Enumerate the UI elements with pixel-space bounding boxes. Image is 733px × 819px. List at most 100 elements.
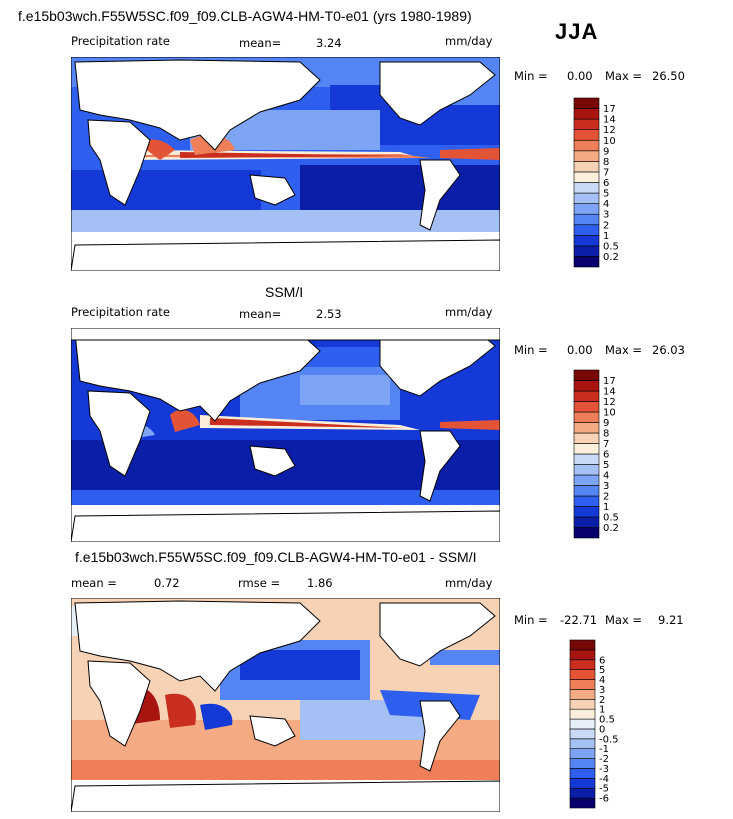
colorbar-tick-label: 0.5 [603, 241, 619, 252]
panel3-units: mm/day [445, 576, 493, 590]
colorbar-tick-label: 2 [603, 220, 609, 231]
colorbar-tick-label: 0.2 [603, 252, 619, 263]
colorbar-box [569, 728, 596, 740]
colorbar-box [569, 639, 596, 651]
panel3-title: f.e15b03wch.F55W5SC.f09_f09.CLB-AGW4-HM-… [75, 549, 477, 565]
colorbar-tick-label: 8 [603, 157, 609, 168]
panel2-min-value: 0.00 [567, 343, 593, 357]
colorbar-box [573, 495, 600, 507]
colorbar-tick-label: -0.5 [599, 734, 619, 745]
colorbar-box [573, 527, 600, 539]
season-label: JJA [555, 19, 599, 44]
colorbar-tick-label: 14 [603, 115, 616, 126]
panel2-max-label: Max = [605, 343, 643, 357]
colorbar-box [569, 797, 596, 809]
colorbar-box [573, 380, 600, 392]
colorbar-tick-label: 6 [599, 655, 605, 666]
colorbar-box [569, 669, 596, 680]
colorbar-tick-label: -1 [599, 744, 609, 755]
colorbar-tick-label: 2 [603, 492, 609, 503]
colorbar-box [573, 256, 600, 268]
colorbar-box [573, 182, 600, 194]
colorbar-tick-label: 17 [603, 104, 616, 115]
colorbar-tick-label: 5 [603, 189, 609, 200]
colorbar-box [569, 698, 596, 710]
panel3-min-label: Min = [514, 613, 548, 627]
colorbar-box [573, 390, 600, 402]
panel1-field-label: Precipitation rate [71, 34, 170, 48]
colorbar-box [573, 235, 600, 247]
colorbar-tick-label: -6 [599, 794, 609, 805]
panel3-max-value: 9.21 [658, 613, 684, 627]
colorbar-tick-label: -2 [599, 754, 609, 765]
colorbar-tick-label: 5 [603, 460, 609, 471]
colorbar-box [573, 192, 600, 204]
colorbar-box [573, 203, 600, 215]
panel1-mean-label: mean= [239, 36, 282, 50]
colorbar-box [573, 150, 600, 162]
colorbar-tick-label: 4 [603, 199, 609, 210]
panel1-max-value: 26.50 [652, 69, 685, 83]
colorbar-tick-label: 4 [603, 471, 609, 482]
colorbar-tick-label: 7 [603, 439, 609, 450]
map-panel-model [71, 57, 500, 271]
colorbar-tick-label: 17 [603, 376, 616, 387]
panel1-min-value: 0.00 [567, 69, 593, 83]
panel1-min-label: Min = [514, 69, 548, 83]
colorbar-box [569, 718, 596, 730]
colorbar-box [569, 679, 596, 690]
colorbar-box [569, 768, 596, 779]
colorbar-box [573, 516, 600, 528]
colorbar-box [569, 748, 596, 759]
colorbar-tick-label: 0.2 [603, 523, 619, 534]
colorbar-box [569, 738, 596, 750]
colorbar-box [569, 649, 596, 661]
colorbar-tick-label: 3 [603, 481, 609, 492]
colorbar-tick-label: -3 [599, 764, 609, 775]
colorbar-box [573, 422, 600, 434]
colorbar-tick-label: 14 [603, 387, 616, 398]
panel2-max-value: 26.03 [652, 343, 685, 357]
colorbar-box [569, 689, 596, 700]
colorbar-tick-label: 6 [603, 450, 609, 461]
colorbar-tick-label: 1 [603, 231, 609, 242]
colorbar-box [573, 171, 600, 183]
colorbar-tick-label: 2 [599, 695, 605, 706]
colorbar-box [573, 464, 600, 476]
colorbar-tick-label: 12 [603, 125, 616, 136]
panel3-rmse-label: rmse = [238, 576, 281, 590]
panel1-units: mm/day [445, 34, 493, 48]
colorbar-tick-label: 8 [603, 429, 609, 440]
colorbar-tick-label: -4 [599, 774, 609, 785]
colorbar-box [573, 432, 600, 444]
colorbar-box [569, 778, 596, 789]
panel1-max-label: Max = [605, 69, 643, 83]
colorbar-box [573, 245, 600, 257]
colorbar-box [573, 401, 600, 413]
figure-title: f.e15b03wch.F55W5SC.f09_f09.CLB-AGW4-HM-… [18, 8, 472, 24]
colorbar-tick-label: 1 [603, 502, 609, 513]
colorbar-tick-label: 3 [603, 210, 609, 221]
panel2-title: SSM/I [265, 284, 304, 300]
panel2-field-label: Precipitation rate [71, 305, 170, 319]
colorbar-tick-label: 5 [599, 665, 605, 676]
colorbar-tick-label: 0.5 [603, 513, 619, 524]
colorbar-tick-label: 12 [603, 397, 616, 408]
colorbar-box [573, 224, 600, 236]
colorbar-box [569, 659, 596, 670]
colorbar-box [573, 485, 600, 497]
colorbar-tick-label: 3 [599, 685, 605, 696]
colorbar-tick-label: 7 [603, 167, 609, 178]
colorbar-box [573, 118, 600, 130]
colorbar-box [573, 369, 600, 381]
colorbar-tick-label: 10 [603, 408, 616, 419]
map-panel-difference [71, 598, 500, 812]
panel3-rmse-value: 1.86 [307, 576, 333, 590]
colorbar-tick-label: 4 [599, 675, 605, 686]
panel2-mean-value: 2.53 [316, 307, 342, 321]
colorbar-tick-label: 0.5 [599, 715, 615, 726]
colorbar-tick-label: 10 [603, 136, 616, 147]
